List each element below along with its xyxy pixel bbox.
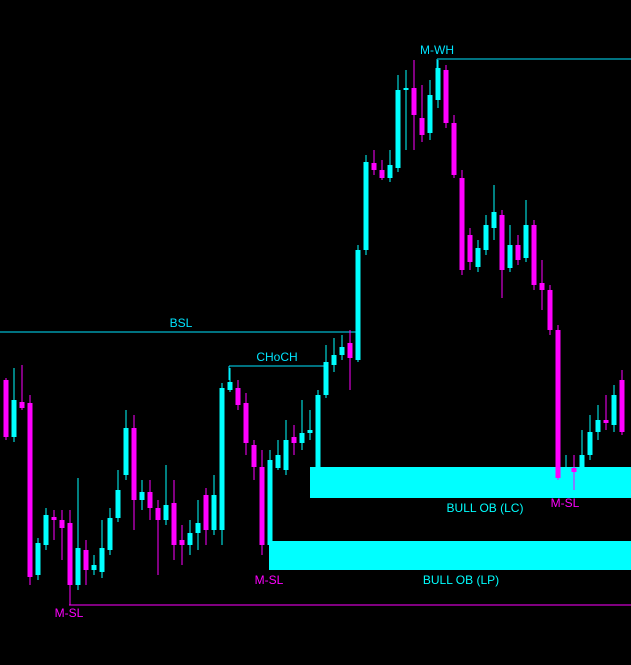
candle-body [107, 518, 113, 550]
candle-body [403, 88, 409, 90]
candle-body [179, 540, 185, 545]
candle-body [347, 343, 353, 358]
candle-body [555, 330, 561, 478]
candle-body [283, 440, 289, 470]
candle-body [363, 162, 369, 250]
order-block-zone [310, 467, 631, 498]
candle-body [427, 95, 433, 133]
candle-body [587, 432, 593, 455]
candle-body [171, 503, 177, 545]
candle-body [339, 347, 345, 355]
candle-body [451, 123, 457, 175]
candle-body [603, 420, 609, 423]
candle-body [163, 505, 169, 520]
candle-body [219, 388, 225, 530]
candle-body [83, 550, 89, 570]
candle-body [595, 420, 601, 432]
level-label: CHoCH [256, 350, 297, 364]
candle-body [531, 225, 537, 285]
candle-body [19, 402, 25, 408]
candle-body [147, 492, 153, 508]
candle-body [435, 68, 441, 100]
candle-body [563, 468, 569, 478]
candle-body [507, 245, 513, 268]
level-label: M-SL [55, 606, 84, 620]
candle-body [475, 248, 481, 267]
candle-body [459, 178, 465, 270]
candle-body [515, 245, 521, 260]
candle-body [259, 467, 265, 545]
candle-body [323, 362, 329, 395]
candle-body [59, 520, 65, 528]
candle-body [499, 215, 505, 270]
candle-body [91, 565, 97, 570]
candle-body [99, 548, 105, 572]
candle-body [75, 548, 81, 585]
candle-body [539, 283, 545, 290]
candle-body [579, 455, 585, 472]
candle-body [611, 395, 617, 425]
candle-body [3, 380, 9, 437]
candle-body [211, 495, 217, 530]
candle-body [267, 460, 273, 545]
candle-body [67, 523, 73, 585]
candle-body [291, 437, 297, 443]
candle-body [387, 165, 393, 178]
candle-body [203, 495, 209, 530]
candle-body [355, 250, 361, 360]
candle-body [443, 70, 449, 123]
candle-body [123, 428, 129, 475]
candle-body [467, 235, 473, 262]
candle-body [139, 492, 145, 500]
candle-body [51, 517, 57, 520]
candle-body [331, 355, 337, 365]
level-label: BSL [170, 316, 193, 330]
candle-body [419, 118, 425, 135]
candle-body [227, 382, 233, 390]
candle-body [27, 403, 33, 577]
candle-body [235, 388, 241, 405]
candle-body [299, 433, 305, 443]
swing-label: M-SL [255, 573, 284, 587]
candle-body [547, 290, 553, 330]
candle-body [251, 445, 257, 467]
candle-body [43, 515, 49, 545]
candle-body [195, 523, 201, 533]
candle-body [379, 170, 385, 178]
candle-body [155, 508, 161, 520]
candle-body [11, 400, 17, 437]
candle-body [115, 490, 121, 518]
candle-body [187, 533, 193, 545]
swing-label: M-SL [551, 496, 580, 510]
candle-body [483, 225, 489, 250]
zone-label: BULL OB (LC) [447, 501, 524, 515]
candle-body [371, 163, 377, 170]
candle-body [315, 395, 321, 468]
candle-body [619, 380, 625, 432]
candle-body [243, 403, 249, 443]
candle-body [395, 90, 401, 168]
candle-body [571, 468, 577, 472]
candle-body [307, 430, 313, 433]
candle-body [491, 212, 497, 228]
candle-body [275, 455, 281, 468]
candle-body [131, 428, 137, 500]
zone-label: BULL OB (LP) [423, 573, 499, 587]
level-label: M-WH [420, 43, 454, 57]
order-block-zone [269, 541, 631, 570]
candle-body [411, 88, 417, 115]
candle-body [523, 225, 529, 258]
candle-body [35, 543, 41, 575]
